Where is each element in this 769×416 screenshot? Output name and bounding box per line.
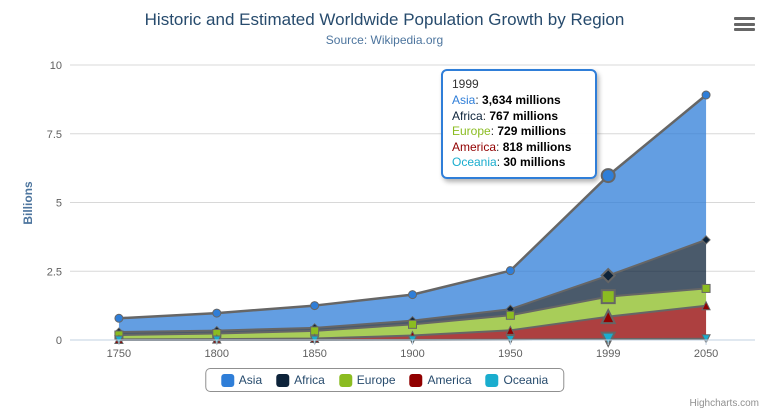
legend-item-africa[interactable]: Africa <box>276 373 325 387</box>
marker-europe-1999[interactable] <box>600 289 616 305</box>
marker-africa-1999[interactable] <box>600 267 617 284</box>
legend-swatch-icon <box>338 373 352 387</box>
y-axis-label: 7.5 <box>47 129 62 141</box>
tooltip: 1999 Asia: 3,634 millions Africa: 767 mil… <box>441 69 597 179</box>
legend-label: America <box>427 373 472 387</box>
tooltip-row-africa: Africa: 767 millions <box>452 108 559 123</box>
tooltip-series-value: 3,634 millions <box>482 93 561 107</box>
tooltip-series-value: 767 millions <box>489 108 559 123</box>
series-area-asia[interactable] <box>118 95 707 333</box>
tooltip-series-name: Oceania <box>452 155 497 169</box>
tooltip-rows: Asia: 3,634 millions Africa: 767 millions… <box>452 93 586 171</box>
legend-swatch-icon <box>485 373 499 387</box>
marker-africa-2050[interactable] <box>701 235 711 245</box>
marker-asia-1800[interactable] <box>212 308 222 318</box>
marker-oceania-1999[interactable] <box>600 331 617 348</box>
x-axis-label: 2050 <box>694 348 718 360</box>
x-axis-label: 1800 <box>205 348 229 360</box>
marker-america-1950[interactable] <box>505 325 516 335</box>
marker-europe-2050[interactable] <box>701 283 711 293</box>
x-axis-label: 1850 <box>302 348 326 360</box>
legend-label: Asia <box>238 373 263 387</box>
y-axis-label: 2.5 <box>47 266 62 278</box>
marker-europe-1900[interactable] <box>408 319 417 329</box>
tooltip-row-america: America: 818 millions <box>452 139 572 154</box>
tooltip-row-asia: Asia: 3,634 millions <box>452 93 561 107</box>
x-axis-label: 1900 <box>400 348 424 360</box>
tooltip-header: 1999 <box>452 77 479 91</box>
marker-asia-1999[interactable] <box>600 168 616 184</box>
marker-oceania-2050[interactable] <box>701 334 711 344</box>
y-axis-label: 5 <box>56 198 62 210</box>
tooltip-series-value: 729 millions <box>497 124 567 138</box>
tooltip-series-value: 30 millions <box>503 155 566 169</box>
chart-title: Historic and Estimated Worldwide Populat… <box>144 10 625 29</box>
legend: Asia Africa Europe America Oceania <box>204 368 565 392</box>
series-area-africa[interactable] <box>118 239 707 335</box>
hamburger-icon <box>734 28 755 31</box>
legend-label: Europe <box>356 373 396 387</box>
legend-swatch-icon <box>220 373 234 387</box>
legend-item-america[interactable]: America <box>409 373 472 387</box>
legend-swatch-icon <box>409 373 423 387</box>
tooltip-series-name: Europe <box>452 124 491 138</box>
legend-label: Africa <box>294 373 325 387</box>
y-axis-label: 10 <box>50 60 62 72</box>
legend-swatch-icon <box>276 373 290 387</box>
marker-america-2050[interactable] <box>701 300 711 311</box>
marker-asia-1950[interactable] <box>505 266 515 276</box>
hamburger-icon <box>734 17 755 20</box>
legend-item-europe[interactable]: Europe <box>338 373 396 387</box>
marker-europe-1950[interactable] <box>505 310 515 320</box>
chart-subtitle: Source: Wikipedia.org <box>325 33 444 47</box>
tooltip-series-name: America <box>452 139 497 154</box>
tooltip-row-oceania: Oceania: 30 millions <box>452 155 566 169</box>
marker-asia-2050[interactable] <box>701 90 711 100</box>
highcharts-credits[interactable]: Highcharts.com <box>689 398 759 409</box>
series-area-america[interactable] <box>118 305 707 340</box>
hamburger-icon <box>734 22 755 26</box>
x-axis-label: 1999 <box>596 348 620 360</box>
legend-item-oceania[interactable]: Oceania <box>485 373 549 387</box>
y-axis-label: 0 <box>56 335 62 347</box>
marker-asia-1750[interactable] <box>114 313 124 323</box>
tooltip-series-name: Asia <box>452 93 476 107</box>
marker-asia-1850[interactable] <box>310 301 320 311</box>
tooltip-series-value: 818 millions <box>502 139 572 154</box>
marker-america-1999[interactable] <box>600 307 617 325</box>
legend-label: Oceania <box>503 373 549 387</box>
x-axis-label: 1950 <box>498 348 522 360</box>
legend-item-asia[interactable]: Asia <box>220 373 263 387</box>
tooltip-series-name: Africa <box>452 108 483 123</box>
x-axis-label: 1750 <box>107 348 131 360</box>
export-menu-button[interactable] <box>734 17 755 31</box>
tooltip-row-europe: Europe: 729 millions <box>452 124 567 138</box>
marker-asia-1900[interactable] <box>408 290 417 300</box>
